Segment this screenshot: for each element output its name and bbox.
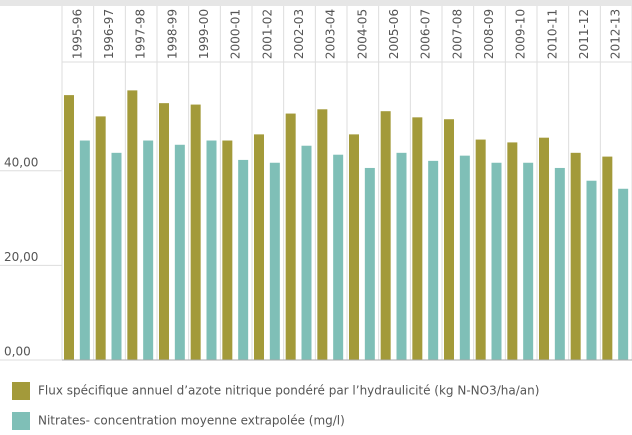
x-tick-label: 2005-06 [387, 9, 401, 59]
bar [285, 113, 296, 360]
bar [570, 152, 581, 360]
top-strip [0, 0, 632, 6]
bar [364, 167, 375, 360]
bar [444, 119, 454, 360]
x-tick-label: 2004-05 [355, 9, 369, 59]
legend-swatch [12, 382, 30, 400]
bar [523, 162, 534, 360]
bar [554, 167, 565, 360]
x-tick-label: 2001-02 [260, 9, 274, 59]
bar [238, 159, 249, 360]
y-tick-label: 20,00 [4, 250, 38, 264]
bar [269, 162, 280, 360]
bar [317, 109, 328, 360]
bar [539, 137, 549, 360]
x-tick-label: 1996-97 [102, 9, 116, 59]
x-tick-label: 2002-03 [292, 9, 306, 59]
bar [459, 155, 470, 360]
bar [349, 134, 359, 360]
x-tick-label: 2003-04 [324, 9, 338, 59]
x-tick-label: 1998-99 [165, 9, 179, 59]
x-tick-label: 2009-10 [514, 9, 528, 59]
bar [380, 111, 391, 360]
x-tick-label: 1995-96 [70, 9, 84, 59]
bar [206, 140, 217, 360]
legend-label: Nitrates- concentration moyenne extrapol… [38, 414, 345, 428]
bar [491, 162, 502, 360]
bar [602, 156, 613, 360]
x-tick-label: 1997-98 [134, 9, 148, 59]
y-tick-label: 40,00 [4, 155, 38, 169]
bar [79, 140, 90, 360]
bar [507, 142, 518, 360]
x-tick-label: 2000-01 [229, 9, 243, 59]
bar [111, 152, 122, 360]
bar [396, 152, 407, 360]
bar [475, 139, 486, 360]
legend-swatch [12, 412, 30, 430]
bar [301, 145, 312, 360]
x-tick-label: 2007-08 [450, 9, 464, 59]
y-tick-label: 0,00 [4, 345, 31, 359]
bar [428, 160, 439, 360]
bar [412, 117, 423, 360]
bar [254, 134, 264, 360]
x-tick-label: 2008-09 [482, 9, 496, 59]
bar [222, 140, 233, 360]
bar [143, 140, 154, 360]
bar [127, 90, 138, 360]
bar [64, 95, 74, 360]
bar [586, 180, 597, 360]
x-tick-label: 2006-07 [419, 9, 433, 59]
x-tick-label: 2012-13 [609, 9, 623, 59]
x-tick-label: 2010-11 [545, 9, 559, 59]
x-tick-label: 2011-12 [577, 9, 591, 59]
legend-label: Flux spécifique annuel d’azote nitrique … [38, 384, 539, 398]
x-tick-label: 1999-00 [197, 9, 211, 59]
bar [333, 154, 344, 360]
bar [190, 104, 201, 360]
bar [159, 103, 169, 361]
bar [95, 116, 106, 361]
bar [618, 188, 629, 360]
bar [174, 144, 185, 360]
